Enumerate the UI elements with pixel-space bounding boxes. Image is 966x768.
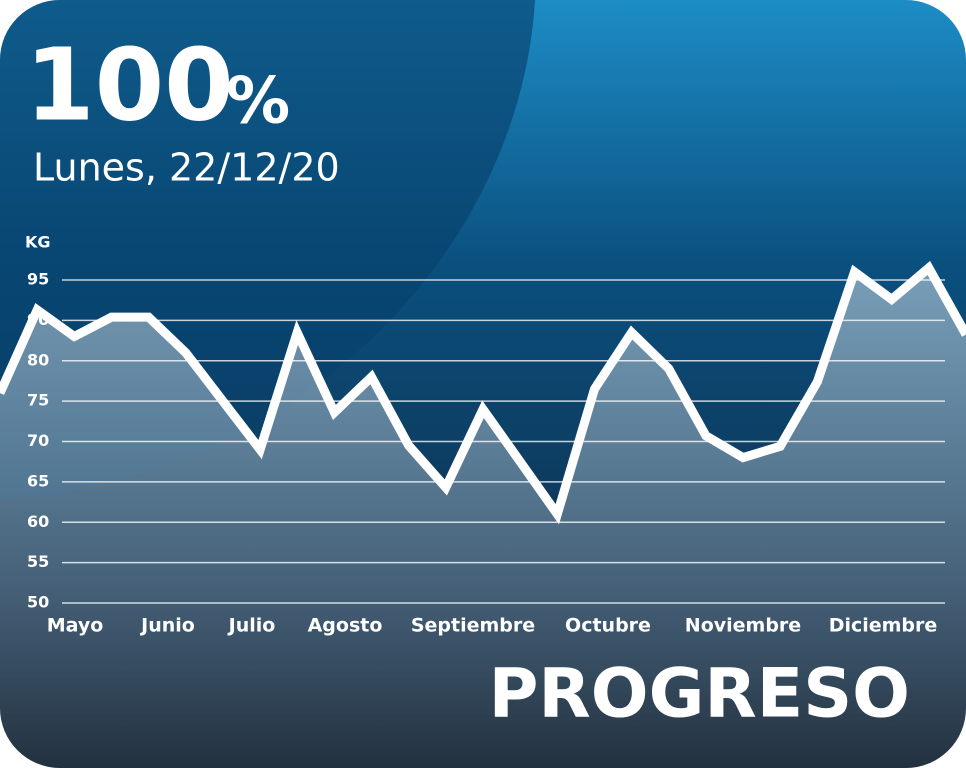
x-axis-label: Julio (227, 615, 276, 637)
y-tick-label: 50 (27, 593, 49, 612)
line-area (0, 267, 966, 768)
y-tick-label: 65 (27, 471, 49, 490)
x-axis-label: Septiembre (411, 615, 535, 637)
headline-value: 100 (25, 26, 234, 143)
x-axis-label: Octubre (565, 615, 651, 637)
y-tick-label: 80 (27, 350, 49, 369)
y-tick-label: 95 (27, 270, 49, 289)
y-tick-label: 70 (27, 431, 49, 450)
date: Lunes, 22/12/20 (33, 146, 340, 190)
y-axis-label: KG (25, 233, 51, 252)
y-tick-label: 75 (27, 391, 49, 410)
x-axis-label: Junio (139, 615, 195, 637)
footer-title: PROGRESO (489, 655, 910, 734)
x-axis-label: Agosto (308, 615, 383, 637)
x-axis-label: Mayo (47, 615, 104, 637)
x-axis-label: Diciembre (829, 615, 938, 637)
y-tick-label: 60 (27, 512, 49, 531)
line (0, 260, 966, 525)
y-tick-label: 55 (27, 552, 49, 571)
headline-unit: % (226, 65, 290, 139)
x-axis-label: Noviembre (685, 615, 801, 637)
y-tick-label: 90 (27, 310, 49, 329)
